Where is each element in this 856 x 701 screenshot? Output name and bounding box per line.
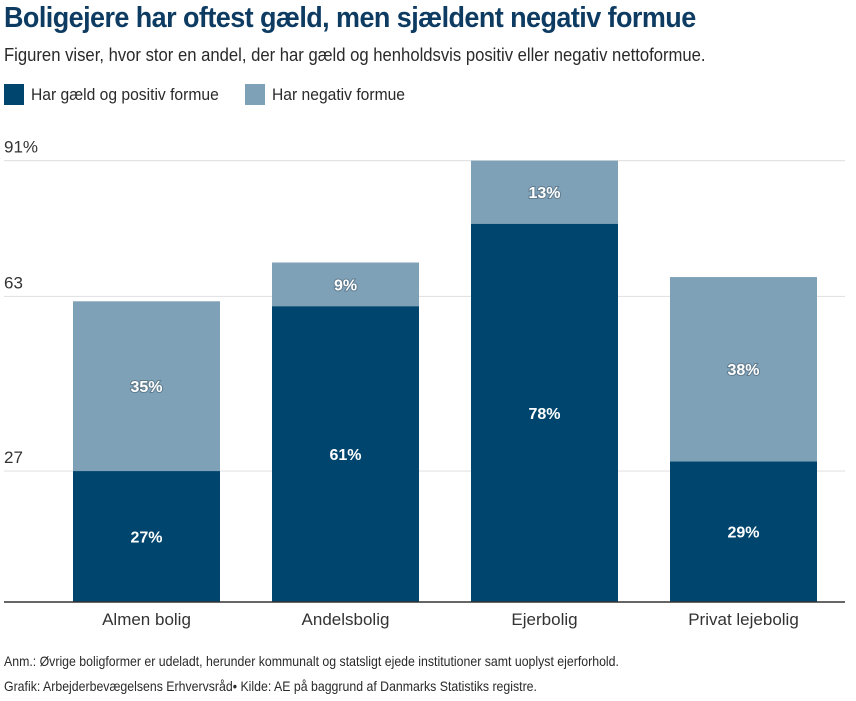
legend-swatch-positive [4, 84, 24, 105]
footer-source: Grafik: Arbejderbevægelsens Erhvervsråd•… [4, 678, 537, 694]
x-tick-label-ejerbolig: Ejerbolig [511, 610, 577, 629]
data-label-ejerbolig-negative: 13% [528, 185, 560, 202]
bar-almen-bolig-negative [73, 301, 220, 472]
legend-label-negative: Har negativ formue [272, 84, 406, 104]
legend-item-positive: Har gæld og positiv formue [4, 84, 235, 105]
bar-privat-lejebolig-negative [670, 277, 817, 462]
y-tick-label-91: 91% [4, 138, 38, 157]
legend-swatch-negative [245, 84, 266, 105]
data-label-almen-bolig-positive: 27% [130, 530, 162, 547]
legend-label-positive: Har gæld og positiv formue [31, 84, 219, 104]
y-tick-label-63: 63 [4, 273, 23, 292]
data-label-privat-lejebolig-negative: 38% [727, 362, 759, 379]
data-label-privat-lejebolig-positive: 29% [727, 525, 759, 542]
footer-note: Anm.: Øvrige boligformer er udeladt, her… [4, 653, 619, 669]
x-tick-label-almen-bolig: Almen bolig [102, 610, 191, 629]
data-label-almen-bolig-negative: 35% [130, 379, 162, 396]
data-label-andelsbolig-negative: 9% [334, 277, 357, 294]
legend-item-negative: Har negativ formue [245, 84, 417, 105]
chart-subtitle: Figuren viser, hvor stor en andel, der h… [4, 44, 706, 65]
chart-title: Boligejere har oftest gæld, men sjældent… [4, 2, 696, 34]
bar-andelsbolig-positive [272, 306, 419, 602]
bar-ejerbolig-positive [471, 223, 618, 602]
x-tick-label-andelsbolig: Andelsbolig [302, 610, 390, 629]
bar-ejerbolig-negative [471, 160, 618, 224]
legend: Har gæld og positiv formue Har negativ f… [4, 84, 427, 105]
bar-andelsbolig-negative [272, 262, 419, 307]
data-label-andelsbolig-positive: 61% [329, 447, 361, 464]
y-tick-label-27: 27 [4, 448, 23, 467]
data-label-ejerbolig-positive: 78% [528, 406, 560, 423]
x-tick-label-privat-lejebolig: Privat lejebolig [688, 610, 799, 629]
bar-privat-lejebolig-positive [670, 461, 817, 602]
bar-almen-bolig-positive [73, 471, 220, 602]
